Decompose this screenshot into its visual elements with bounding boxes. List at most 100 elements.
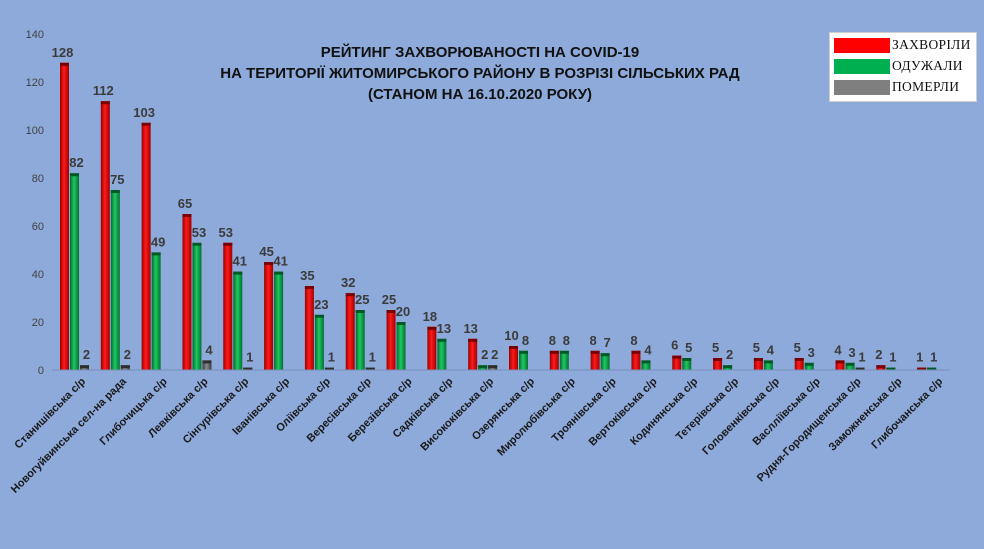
bar-top-recovered <box>519 350 528 354</box>
bar-top-recovered <box>110 190 120 193</box>
data-label-infected: 1 <box>916 350 923 365</box>
data-label-infected: 45 <box>259 244 273 259</box>
bar-top-died <box>80 365 89 369</box>
bar-infected <box>264 262 274 370</box>
data-label-died: 4 <box>205 342 213 357</box>
bar-top-died <box>202 360 212 364</box>
bar-recovered <box>682 358 692 370</box>
bar-infected <box>427 326 437 370</box>
y-tick-label: 20 <box>32 317 44 329</box>
y-tick-label: 140 <box>26 29 44 41</box>
bar-top-died <box>324 367 334 370</box>
data-label-infected: 103 <box>133 105 155 120</box>
bar-top-recovered <box>192 242 202 246</box>
bar-top-infected <box>590 350 600 354</box>
bar-top-infected <box>794 358 804 361</box>
data-label-recovered: 82 <box>69 155 83 170</box>
bar-top-infected <box>264 262 274 265</box>
data-label-infected: 35 <box>300 268 314 283</box>
bar-recovered <box>437 338 447 370</box>
legend-swatch-died <box>834 80 890 95</box>
data-label-infected: 8 <box>590 333 597 348</box>
bar-top-recovered <box>886 367 896 370</box>
data-label-infected: 65 <box>178 196 192 211</box>
data-label-died: 1 <box>246 350 253 365</box>
legend-swatch-infected <box>834 38 890 53</box>
legend-item-infected: ЗАХВОРІЛИ <box>834 36 974 54</box>
bar-top-infected <box>876 365 886 369</box>
data-label-recovered: 41 <box>273 254 287 269</box>
bar-top-died <box>855 367 865 370</box>
bar-infected <box>468 338 478 370</box>
bar-infected <box>509 346 518 370</box>
bar-recovered <box>559 350 569 370</box>
x-tick-label: Васлліївська с/р <box>751 375 823 447</box>
y-tick-label: 80 <box>32 173 44 185</box>
legend-label-infected: ЗАХВОРІЛИ <box>892 37 971 52</box>
data-label-recovered: 53 <box>192 225 206 240</box>
data-label-recovered: 5 <box>685 340 692 355</box>
chart-legend: ЗАХВОРІЛИ ОДУЖАЛИ ПОМЕРЛИ <box>829 32 977 102</box>
legend-item-died: ПОМЕРЛИ <box>834 78 974 96</box>
data-label-infected: 5 <box>794 340 801 355</box>
bar-infected <box>386 310 396 370</box>
bar-top-infected <box>60 62 69 66</box>
bar-top-recovered <box>641 360 651 364</box>
bar-top-recovered <box>559 350 569 354</box>
x-tick-label: Вертоківська с/р <box>587 375 660 448</box>
data-label-died: 1 <box>858 350 865 365</box>
bar-top-recovered <box>682 358 692 361</box>
data-label-died: 2 <box>124 347 131 362</box>
data-label-infected: 18 <box>423 309 437 324</box>
data-label-recovered: 3 <box>808 345 815 360</box>
data-label-recovered: 49 <box>151 234 165 249</box>
bar-recovered <box>192 242 202 370</box>
data-label-recovered: 4 <box>644 342 652 357</box>
bar-infected <box>182 214 192 370</box>
bar-recovered <box>600 353 610 370</box>
bar-top-infected <box>672 355 682 359</box>
data-label-recovered: 2 <box>481 347 488 362</box>
data-label-infected: 112 <box>93 83 114 98</box>
data-label-infected: 8 <box>549 333 556 348</box>
bar-top-recovered <box>763 360 773 364</box>
data-label-infected: 5 <box>753 340 760 355</box>
bar-infected <box>141 122 151 370</box>
data-label-recovered: 3 <box>848 345 855 360</box>
bar-top-recovered <box>396 322 406 325</box>
data-label-recovered: 1 <box>889 350 896 365</box>
bar-top-infected <box>468 338 478 342</box>
bar-top-infected <box>713 358 723 361</box>
data-label-infected: 32 <box>341 275 355 290</box>
data-label-infected: 6 <box>671 338 678 353</box>
bar-top-recovered <box>927 367 937 370</box>
bar-recovered <box>70 173 79 370</box>
bar-top-infected <box>753 358 763 361</box>
data-label-infected: 4 <box>834 342 842 357</box>
data-label-recovered: 25 <box>355 292 369 307</box>
bar-top-infected <box>386 310 396 313</box>
y-tick-label: 100 <box>26 125 44 137</box>
data-label-recovered: 75 <box>110 172 124 187</box>
bar-infected <box>223 242 233 370</box>
data-label-infected: 2 <box>875 347 882 362</box>
bar-top-recovered <box>600 353 610 357</box>
legend-label-died: ПОМЕРЛИ <box>892 79 960 94</box>
x-tick-label: Головенківська с/р <box>700 375 782 457</box>
bar-top-recovered <box>845 362 855 366</box>
bar-top-infected <box>549 350 559 354</box>
chart-title-line-2: НА ТЕРИТОРІЇ ЖИТОМИРСЬКОГО РАЙОНУ В РОЗР… <box>220 65 740 82</box>
legend-swatch-recovered <box>834 59 890 74</box>
bar-top-infected <box>304 286 314 289</box>
bar-infected <box>100 101 110 370</box>
x-tick-label: Миролюбівська с/р <box>495 375 578 458</box>
data-label-died: 2 <box>491 347 498 362</box>
legend-label-recovered: ОДУЖАЛИ <box>892 58 963 73</box>
bar-recovered <box>763 360 773 370</box>
bar-top-infected <box>223 242 233 246</box>
bar-top-died <box>365 367 375 370</box>
bar-infected <box>304 286 314 370</box>
bar-top-recovered <box>314 314 324 318</box>
bar-top-recovered <box>723 365 733 369</box>
